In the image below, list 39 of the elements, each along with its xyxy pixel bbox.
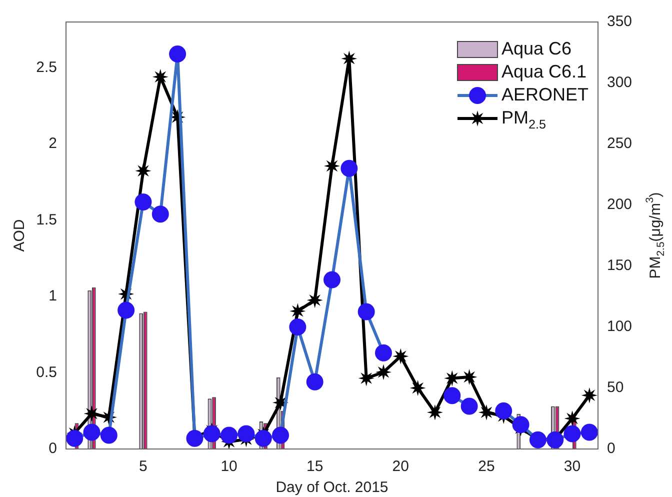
y-tick-label: 0.5	[36, 364, 57, 381]
point	[392, 348, 409, 364]
y2-tick-label: 200	[607, 196, 632, 214]
legend-label: AERONET	[501, 84, 589, 104]
x-tick-label: 25	[478, 458, 495, 476]
point	[375, 364, 392, 380]
point	[290, 303, 306, 320]
y2-tick-label: 150	[607, 257, 632, 274]
y2-tick-label: 250	[607, 135, 632, 152]
y-tick-label: 1.5	[36, 211, 57, 228]
x-axis-title: Day of Oct. 2015	[276, 479, 388, 496]
legend-label: Aqua C6	[501, 38, 572, 58]
legend-label: Aqua C6.1	[501, 61, 587, 82]
point	[581, 387, 598, 404]
x-tick-label: 10	[220, 458, 238, 476]
point	[564, 410, 580, 426]
x-tick-label: 15	[306, 458, 324, 476]
y2-tick-label: 300	[607, 74, 632, 92]
y2-tick-label: 50	[607, 379, 624, 396]
point	[306, 292, 323, 308]
y-tick-label: 1	[48, 288, 57, 305]
point	[410, 380, 426, 396]
y-tick-label: 2.5	[36, 58, 57, 76]
point	[135, 162, 152, 179]
y2-tick-label: 100	[607, 318, 632, 336]
y2-tick-label: 0	[607, 440, 616, 458]
y-axis-title: AOD	[11, 219, 28, 252]
x-tick-label: 20	[392, 458, 409, 476]
point	[426, 404, 443, 420]
point	[324, 158, 340, 174]
point	[84, 406, 100, 422]
y2-axis-title: PM2.5(μg/m3)	[644, 192, 668, 279]
x-tick-label: 30	[564, 458, 581, 476]
y2-tick-label: 350	[607, 13, 632, 30]
y-tick-label: 0	[48, 440, 57, 458]
y-tick-label: 2	[48, 135, 57, 152]
point	[152, 68, 168, 85]
point	[478, 404, 494, 420]
x-tick-label: 5	[139, 458, 148, 476]
